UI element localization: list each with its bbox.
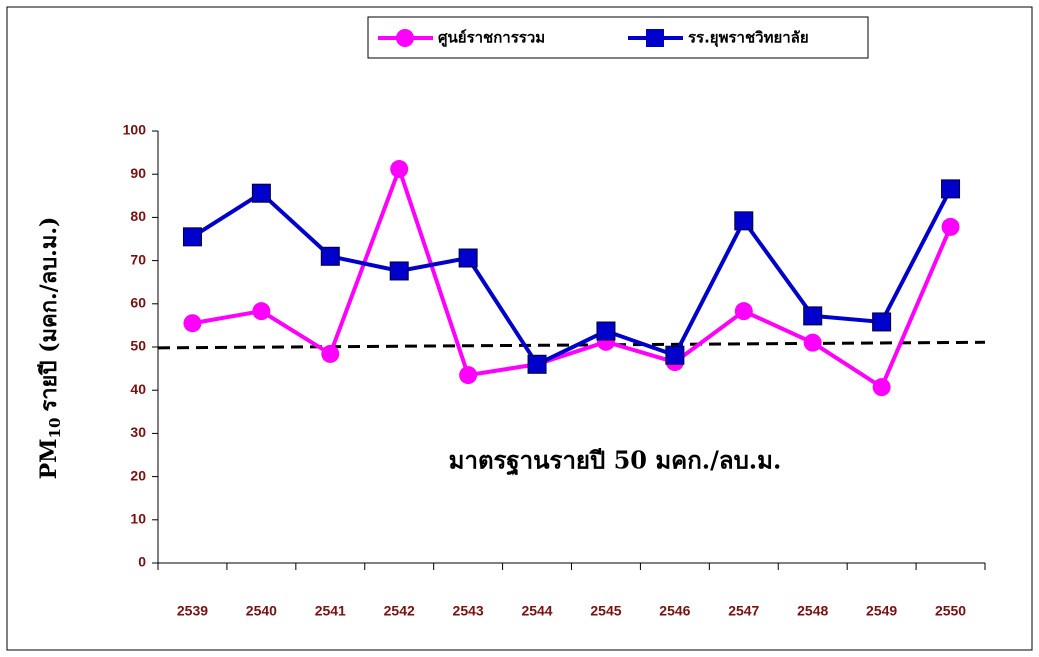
y-tick-label: 50 bbox=[130, 338, 146, 354]
y-axis-label: PM10 รายปี (มคก./ลบ.ม.) bbox=[36, 217, 64, 480]
y-label-rest: รายปี (มคก./ลบ.ม.) bbox=[36, 217, 62, 412]
point bbox=[390, 160, 409, 179]
y-tick-label: 0 bbox=[138, 554, 146, 570]
y-tick-label: 70 bbox=[130, 251, 146, 267]
y-tick-label: 80 bbox=[130, 208, 146, 224]
y-tick-label: 100 bbox=[123, 122, 147, 138]
series-line bbox=[192, 163, 953, 391]
point bbox=[596, 321, 616, 341]
x-tick-label: 2546 bbox=[659, 603, 690, 619]
x-tick-label: 2545 bbox=[590, 603, 621, 619]
y-tick-label: 60 bbox=[130, 295, 146, 311]
legend-label: รร.ยุพราชวิทยาลัย bbox=[688, 29, 809, 48]
point bbox=[734, 211, 754, 231]
point bbox=[320, 246, 340, 266]
annotation: มาตรฐานรายปี 50 มคก./ลบ.ม. bbox=[449, 446, 782, 477]
point bbox=[941, 179, 961, 199]
point bbox=[182, 227, 202, 247]
point bbox=[665, 345, 685, 365]
x-tick-label: 2542 bbox=[384, 603, 415, 619]
y-tick-label: 20 bbox=[130, 467, 146, 483]
series-line bbox=[191, 187, 953, 367]
point bbox=[251, 183, 271, 203]
y-tick-label: 40 bbox=[130, 381, 146, 397]
legend-box bbox=[367, 16, 869, 59]
point bbox=[252, 302, 271, 321]
frame bbox=[6, 6, 1033, 651]
x-tick-label: 2541 bbox=[315, 603, 346, 619]
point bbox=[183, 314, 202, 333]
point bbox=[527, 354, 547, 374]
point bbox=[941, 217, 960, 236]
x-tick-label: 2540 bbox=[246, 603, 277, 619]
point bbox=[734, 302, 753, 321]
y-label-main: PM bbox=[36, 438, 62, 479]
x-tick-label: 2547 bbox=[728, 603, 759, 619]
point bbox=[803, 306, 823, 326]
point bbox=[321, 344, 340, 363]
y-tick-label: 90 bbox=[130, 165, 146, 181]
point bbox=[458, 248, 478, 268]
point bbox=[872, 312, 892, 332]
legend-marker bbox=[646, 29, 664, 47]
legend-marker bbox=[396, 29, 414, 47]
legend-label: ศูนย์ราชการรวม bbox=[438, 29, 545, 48]
point bbox=[803, 333, 822, 352]
x-tick-label: 2539 bbox=[177, 603, 208, 619]
point bbox=[389, 261, 409, 281]
reference-line bbox=[157, 340, 986, 350]
y-axis-label-text: PM10 รายปี (มคก./ลบ.ม.) bbox=[36, 217, 64, 480]
y-label-sub: 10 bbox=[46, 418, 64, 439]
x-tick-label: 2544 bbox=[521, 603, 552, 619]
y-tick-label: 30 bbox=[130, 424, 146, 440]
x-tick-label: 2549 bbox=[866, 603, 897, 619]
x-tick-label: 2548 bbox=[797, 603, 828, 619]
x-tick-label: 2550 bbox=[935, 603, 966, 619]
point bbox=[459, 366, 478, 385]
point bbox=[872, 378, 891, 397]
y-tick-label: 10 bbox=[130, 511, 146, 527]
x-tick-label: 2543 bbox=[453, 603, 484, 619]
